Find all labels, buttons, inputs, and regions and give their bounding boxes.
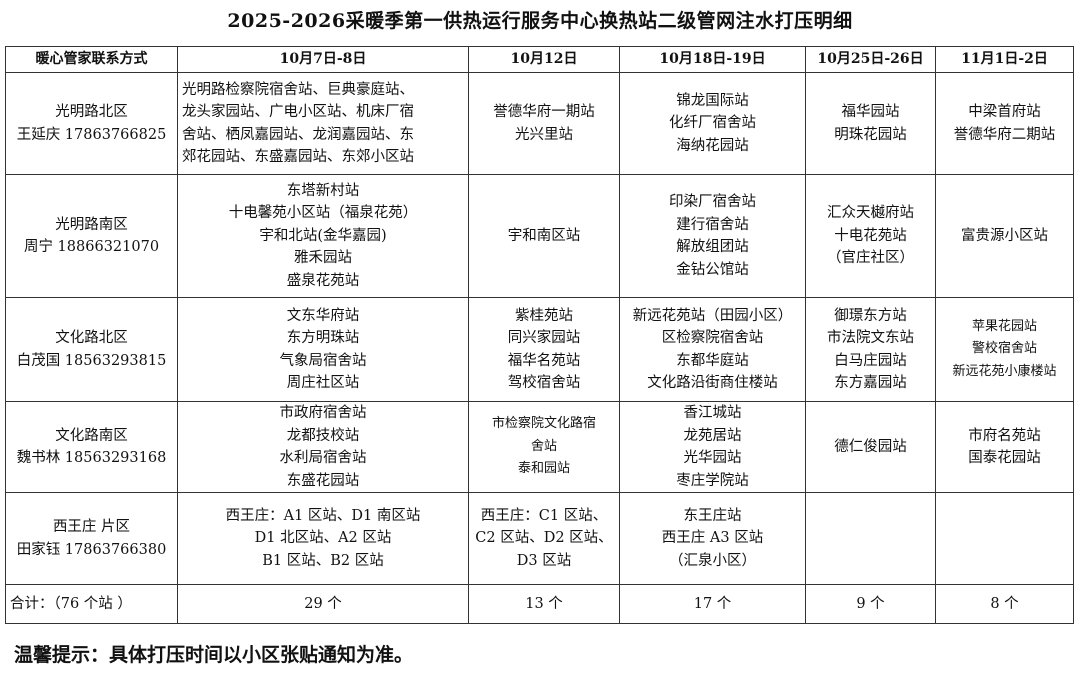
stations-cell: 苹果花园站 警校宿舍站 新远花苑小康楼站 xyxy=(935,297,1074,402)
stations-cell: 市府名苑站 国泰花园站 xyxy=(935,401,1074,493)
stations-cell: 誉德华府一期站 光兴里站 xyxy=(468,72,620,175)
contact-cell: 文化路南区 魏书林 18563293168 xyxy=(5,401,178,493)
page-title: 2025-2026采暖季第一供热运行服务中心换热站二级管网注水打压明细 xyxy=(227,10,853,32)
header-date: 11月1日-2日 xyxy=(935,46,1074,73)
table-row: 光明路北区 王延庆 17863766825 光明路检察院宿舍站、巨典豪庭站、 龙… xyxy=(5,72,1074,175)
table-row: 文化路南区 魏书林 18563293168 市政府宿舍站 龙都技校站 水利局宿舍… xyxy=(5,401,1074,493)
stations-cell: 市检察院文化路宿 舍站 泰和园站 xyxy=(468,401,620,493)
stations-cell xyxy=(935,492,1074,585)
header-row: 暖心管家联系方式 10月7日-8日 10月12日 10月18日-19日 10月2… xyxy=(5,46,1074,73)
stations-cell: 新远花苑站（田园小区） 区检察院宿舍站 东都华庭站 文化路沿街商住楼站 xyxy=(619,297,806,402)
table-row: 光明路南区 周宁 18866321070 东塔新村站 十电馨苑小区站（福泉花苑）… xyxy=(5,174,1074,298)
stations-cell: 印染厂宿舍站 建行宿舍站 解放组团站 金钻公馆站 xyxy=(619,174,806,298)
stations-cell: 福华园站 明珠花园站 xyxy=(805,72,936,175)
total-row: 合计：（76 个站 ） 29 个 13 个 17 个 9 个 8 个 xyxy=(5,584,1074,624)
stations-cell: 市政府宿舍站 龙都技校站 水利局宿舍站 东盛花园站 xyxy=(177,401,469,493)
contact-cell: 光明路南区 周宁 18866321070 xyxy=(5,174,178,298)
header-date: 10月18日-19日 xyxy=(619,46,806,73)
stations-cell: 东塔新村站 十电馨苑小区站（福泉花苑） 宇和北站(金华嘉园) 雅禾园站 盛泉花苑… xyxy=(177,174,469,298)
total-cell: 9 个 xyxy=(805,584,936,624)
stations-cell: 宇和南区站 xyxy=(468,174,620,298)
stations-cell: 德仁俊园站 xyxy=(805,401,936,493)
header-date: 10月7日-8日 xyxy=(177,46,469,73)
stations-cell: 锦龙国际站 化纤厂宿舍站 海纳花园站 xyxy=(619,72,806,175)
stations-cell: 西王庄：C1 区站、 C2 区站、D2 区站、 D3 区站 xyxy=(468,492,620,585)
contact-cell: 西王庄 片区 田家钰 17863766380 xyxy=(5,492,178,585)
stations-cell: 香江城站 龙苑居站 光华园站 枣庄学院站 xyxy=(619,401,806,493)
schedule-table: 暖心管家联系方式 10月7日-8日 10月12日 10月18日-19日 10月2… xyxy=(5,46,1074,624)
stations-cell: 光明路检察院宿舍站、巨典豪庭站、 龙头家园站、广电小区站、机床厂宿 舍站、栖凤嘉… xyxy=(177,72,469,175)
stations-cell: 富贵源小区站 xyxy=(935,174,1074,298)
stations-cell xyxy=(805,492,936,585)
contact-cell: 光明路北区 王延庆 17863766825 xyxy=(5,72,178,175)
header-date: 10月25日-26日 xyxy=(805,46,936,73)
stations-cell: 紫桂苑站 同兴家园站 福华名苑站 驾校宿舍站 xyxy=(468,297,620,402)
total-cell: 8 个 xyxy=(935,584,1074,624)
contact-cell: 文化路北区 白茂国 18563293815 xyxy=(5,297,178,402)
stations-cell: 中梁首府站 誉德华府二期站 xyxy=(935,72,1074,175)
total-cell: 13 个 xyxy=(468,584,620,624)
stations-cell: 西王庄：A1 区站、D1 南区站 D1 北区站、A2 区站 B1 区站、B2 区… xyxy=(177,492,469,585)
stations-cell: 汇众天樾府站 十电花苑站 （官庄社区） xyxy=(805,174,936,298)
table-row: 西王庄 片区 田家钰 17863766380 西王庄：A1 区站、D1 南区站 … xyxy=(5,492,1074,585)
total-cell: 17 个 xyxy=(619,584,806,624)
header-date: 10月12日 xyxy=(468,46,620,73)
header-contact: 暖心管家联系方式 xyxy=(5,46,178,73)
stations-cell: 东王庄站 西王庄 A3 区站 （汇泉小区） xyxy=(619,492,806,585)
total-cell: 29 个 xyxy=(177,584,469,624)
stations-cell: 文东华府站 东方明珠站 气象局宿舍站 周庄社区站 xyxy=(177,297,469,402)
total-label: 合计：（76 个站 ） xyxy=(5,584,178,624)
table-row: 文化路北区 白茂国 18563293815 文东华府站 东方明珠站 气象局宿舍站… xyxy=(5,297,1074,402)
notice-tip: 温馨提示：具体打压时间以小区张贴通知为准。 xyxy=(14,644,414,666)
stations-cell: 御璟东方站 市法院文东站 白马庄园站 东方嘉园站 xyxy=(805,297,936,402)
